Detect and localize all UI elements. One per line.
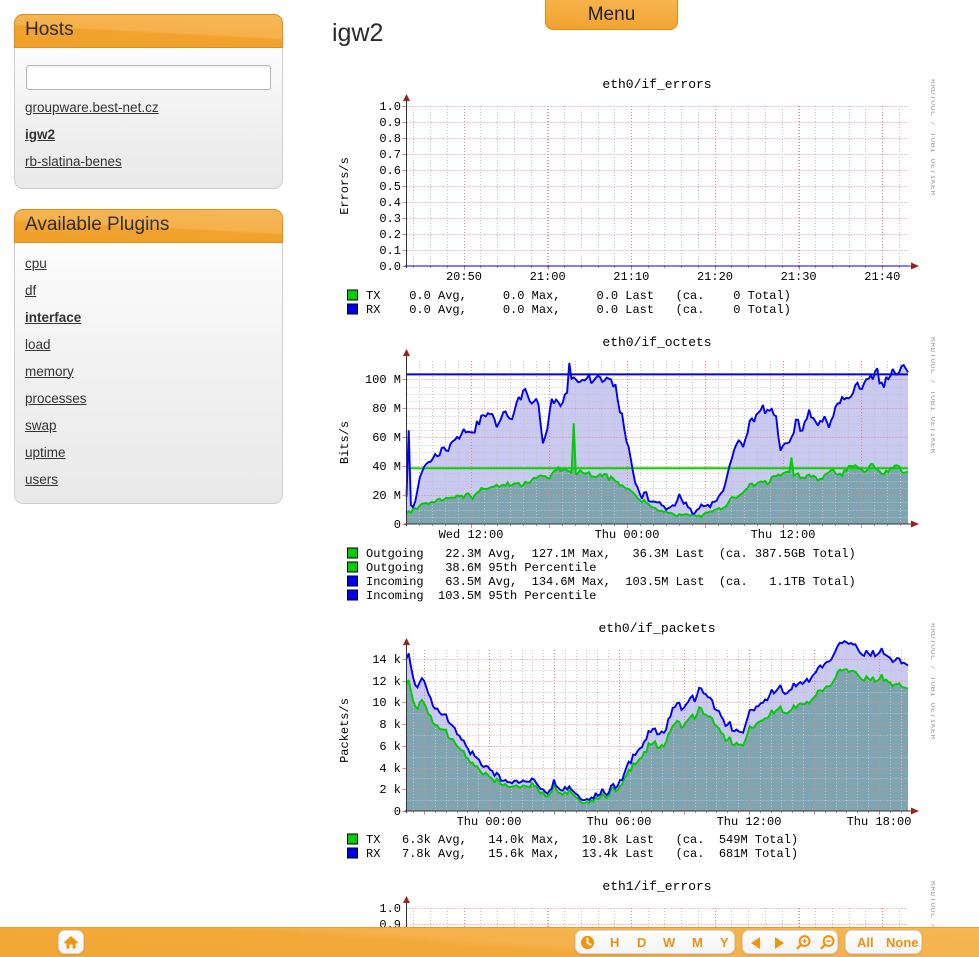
svg-text:Wed 12:00: Wed 12:00 xyxy=(439,528,504,542)
svg-text:Incoming 103.5M 95th Percenti: Incoming 103.5M 95th Percentile xyxy=(366,589,596,603)
svg-text:RRDTOOL / TOBI OETIKER: RRDTOOL / TOBI OETIKER xyxy=(928,337,935,454)
svg-text:60 M: 60 M xyxy=(372,431,401,445)
svg-text:Thu 12:00: Thu 12:00 xyxy=(751,528,816,542)
svg-text:0.8: 0.8 xyxy=(379,132,401,146)
svg-text:0.0: 0.0 xyxy=(379,260,401,274)
svg-text:eth0/if_errors: eth0/if_errors xyxy=(602,77,711,92)
svg-text:4 k: 4 k xyxy=(379,762,401,776)
svg-text:RX 7.8k Avg, 15.6k Max,: RX 7.8k Avg, 15.6k Max, 13.4k Last (ca. … xyxy=(366,847,798,861)
svg-text:RRDTOOL / TOBI OETIKER: RRDTOOL / TOBI OETIKER xyxy=(928,79,935,196)
svg-text:0.7: 0.7 xyxy=(379,148,401,162)
svg-text:100 M: 100 M xyxy=(365,373,401,387)
svg-text:21:40: 21:40 xyxy=(864,270,900,284)
svg-text:0: 0 xyxy=(394,518,401,532)
svg-text:21:30: 21:30 xyxy=(781,270,817,284)
svg-text:TX 0.0 Avg, 0.0 Max,: TX 0.0 Avg, 0.0 Max, 0.0 Last (ca. 0 Tot… xyxy=(366,289,791,303)
svg-text:1.0: 1.0 xyxy=(379,100,401,114)
svg-text:21:20: 21:20 xyxy=(697,270,733,284)
svg-text:RRDTOOL / TOBI OETIKER: RRDTOOL / TOBI OETIKER xyxy=(928,623,935,740)
svg-text:21:00: 21:00 xyxy=(530,270,566,284)
svg-text:80 M: 80 M xyxy=(372,402,401,416)
svg-text:Errors/s: Errors/s xyxy=(338,157,352,215)
svg-text:20:50: 20:50 xyxy=(446,270,482,284)
svg-text:eth0/if_octets: eth0/if_octets xyxy=(602,335,711,350)
svg-text:0.5: 0.5 xyxy=(379,180,401,194)
svg-text:0.2: 0.2 xyxy=(379,228,401,242)
svg-text:12 k: 12 k xyxy=(372,675,401,689)
svg-text:Bits/s: Bits/s xyxy=(338,421,352,464)
svg-text:eth0/if_packets: eth0/if_packets xyxy=(598,621,715,636)
svg-text:21:10: 21:10 xyxy=(613,270,649,284)
svg-text:Packets/s: Packets/s xyxy=(338,698,352,763)
svg-text:Thu 18:00: Thu 18:00 xyxy=(847,815,912,829)
svg-text:0.9: 0.9 xyxy=(379,116,401,130)
svg-text:Thu 12:00: Thu 12:00 xyxy=(717,815,782,829)
svg-text:0.3: 0.3 xyxy=(379,212,401,226)
svg-text:8 k: 8 k xyxy=(379,718,401,732)
svg-text:Outgoing 22.3M Avg, 127.1M: Outgoing 22.3M Avg, 127.1M Max, 36.3M La… xyxy=(366,547,856,561)
svg-text:40 M: 40 M xyxy=(372,460,401,474)
svg-text:Thu 00:00: Thu 00:00 xyxy=(595,528,660,542)
svg-text:TX 6.3k Avg, 14.0k Max,: TX 6.3k Avg, 14.0k Max, 10.8k Last (ca. … xyxy=(366,833,798,847)
svg-text:0: 0 xyxy=(394,805,401,819)
svg-text:2 k: 2 k xyxy=(379,783,401,797)
svg-text:RRDTOOL /: RRDTOOL / xyxy=(928,881,935,929)
svg-text:Incoming 63.5M Avg, 134.6M: Incoming 63.5M Avg, 134.6M Max, 103.5M L… xyxy=(366,575,856,589)
svg-text:Outgoing 38.6M 95th Percenti: Outgoing 38.6M 95th Percentile xyxy=(366,561,596,575)
svg-text:0.1: 0.1 xyxy=(379,244,401,258)
svg-text:10 k: 10 k xyxy=(372,696,401,710)
svg-text:0.4: 0.4 xyxy=(379,196,401,210)
svg-text:6 k: 6 k xyxy=(379,740,401,754)
svg-text:20 M: 20 M xyxy=(372,489,401,503)
svg-text:Thu 06:00: Thu 06:00 xyxy=(587,815,652,829)
svg-text:14 k: 14 k xyxy=(372,653,401,667)
svg-text:Thu 00:00: Thu 00:00 xyxy=(457,815,522,829)
svg-text:RX 0.0 Avg, 0.0 Max,: RX 0.0 Avg, 0.0 Max, 0.0 Last (ca. 0 Tot… xyxy=(366,303,791,317)
svg-text:0.6: 0.6 xyxy=(379,164,401,178)
svg-text:eth1/if_errors: eth1/if_errors xyxy=(602,879,711,894)
svg-text:1.0: 1.0 xyxy=(379,902,401,916)
